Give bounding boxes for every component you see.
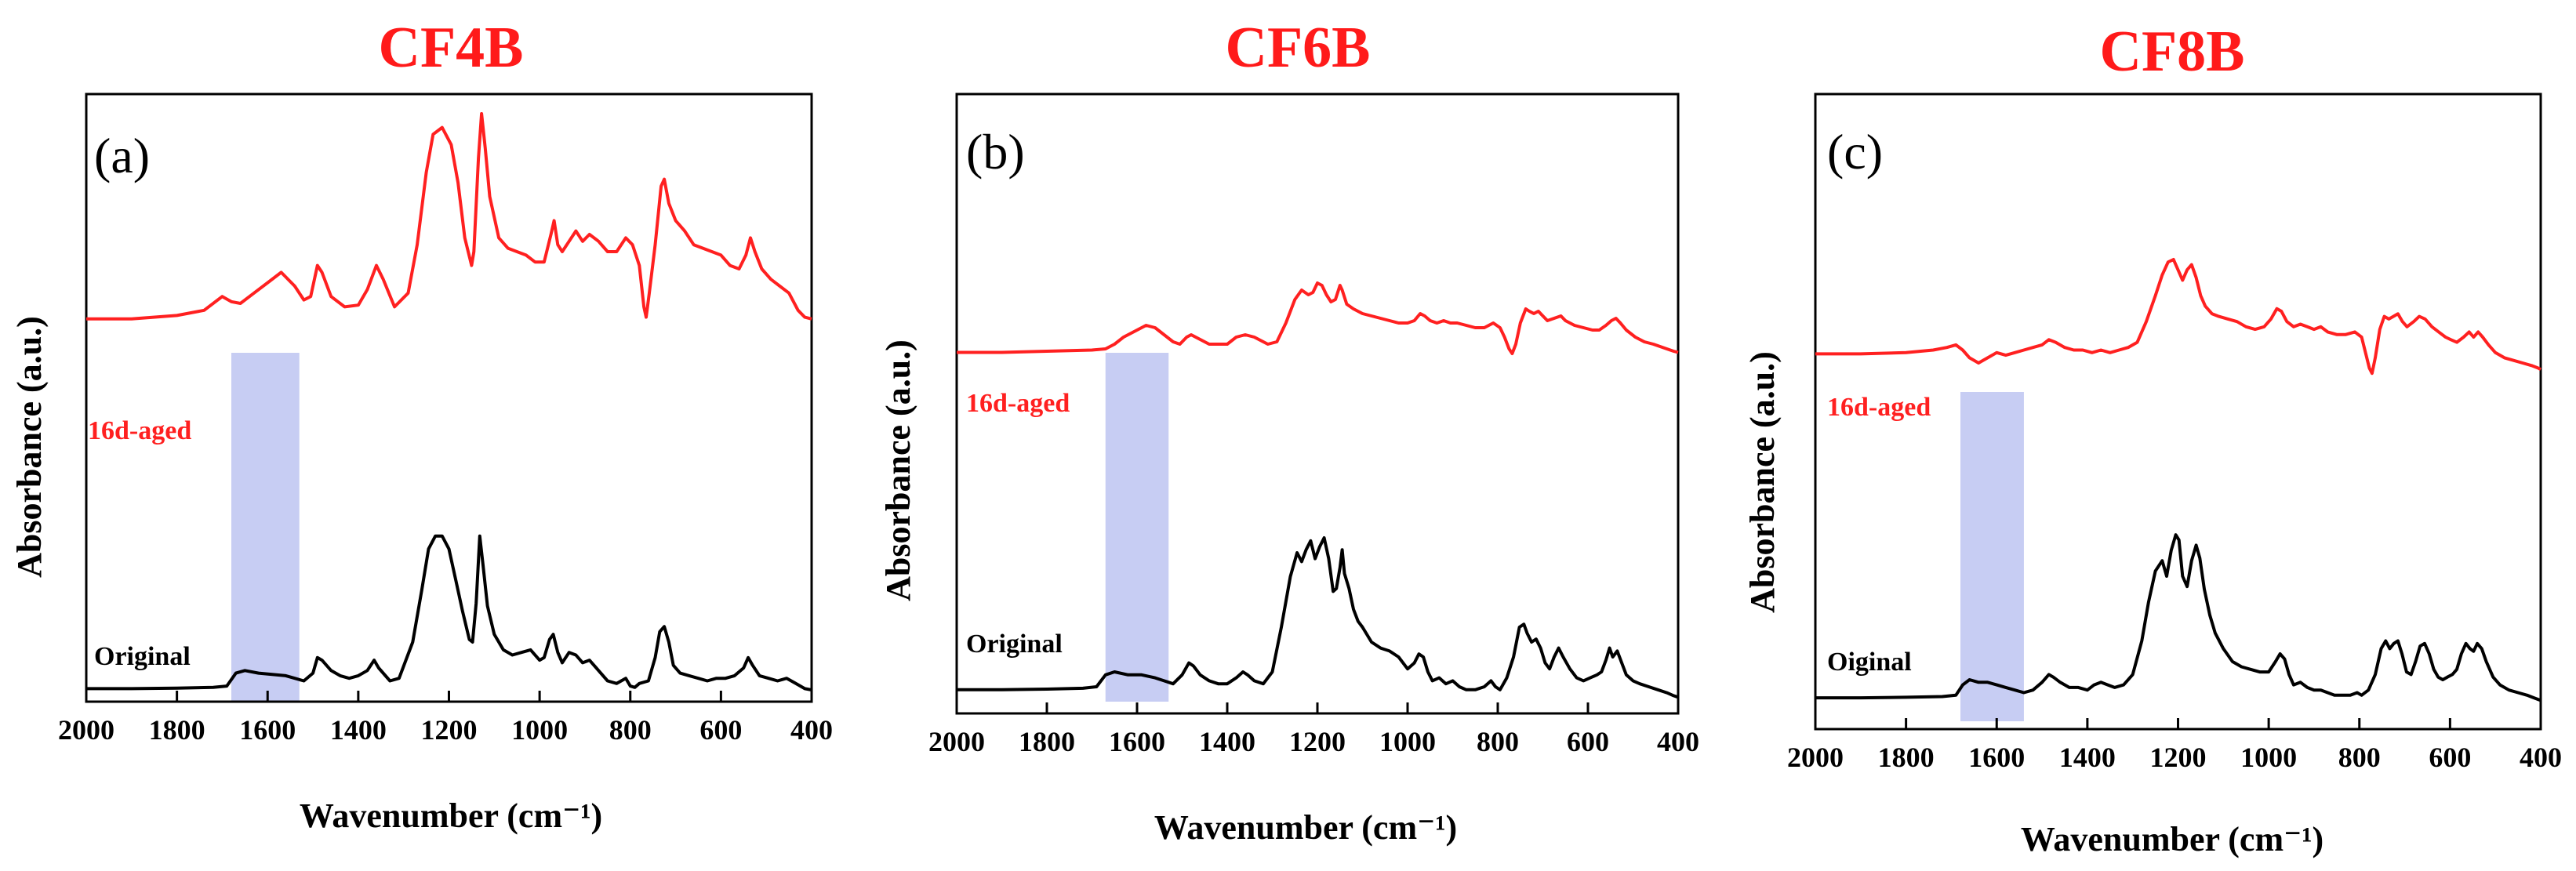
panel-c-x-tick-label: 1000 (2240, 742, 2297, 773)
panel-b-ylabel: Absorbance (a.u.) (879, 339, 917, 601)
panel-c-xlabel: Wavenumber (cm⁻¹) (2021, 820, 2323, 858)
panel-c-original-label: Oiginal (1827, 648, 1912, 677)
panel-c-x-tick-label: 400 (2520, 742, 2562, 773)
panel-a-x-tick-label: 400 (790, 714, 833, 746)
panel-a-x-tick-label: 2000 (58, 714, 114, 746)
panel-a-x-tick-label: 1600 (239, 714, 296, 746)
panel-a-ylabel: Absorbance (a.u.) (10, 316, 49, 578)
panel-c-x-tick-label: 600 (2429, 742, 2471, 773)
panel-b-highlight-band (1105, 353, 1169, 702)
panel-a-plot-frame (85, 93, 813, 703)
panel-a-original-line (86, 534, 812, 691)
panel-b-x-tick-label: 600 (1567, 726, 1609, 757)
panel-b-x-tick-label: 800 (1477, 726, 1519, 757)
panel-b-x-tick-label: 1600 (1109, 726, 1165, 757)
panel-c-x-tick-label: 1200 (2150, 742, 2207, 773)
panel-c-original-line (1815, 533, 2541, 702)
panel-b-x-tick-label: 1000 (1379, 726, 1436, 757)
panel-a-axes-box (85, 93, 813, 703)
panel-c-ylabel: Absorbance (a.u.) (1743, 351, 1782, 613)
panel-b-original-line (957, 536, 1679, 699)
panel-c-x-ticks: 2000 1800 1600 1400 1200 1000 800 600 400 (1787, 718, 2562, 773)
panel-a-x-tick-label: 1800 (149, 714, 205, 746)
panel-b-x-tick-label: 1400 (1199, 726, 1255, 757)
panel-b-title: CF6B (1226, 16, 1371, 80)
panel-a-highlight-band (231, 353, 300, 702)
panel-a-x-tick-label: 1200 (421, 714, 478, 746)
panel-b-x-ticks: 2000 1800 1600 1400 1200 1000 800 600 400 (928, 702, 1699, 757)
panel-b-letter: (b) (966, 124, 1025, 180)
panel-c-x-tick-label: 800 (2338, 742, 2381, 773)
panel-a-aged-line (86, 112, 812, 321)
panel-b-xlabel: Wavenumber (cm⁻¹) (1154, 808, 1457, 847)
panel-a-x-tick-label: 800 (609, 714, 652, 746)
panel-c-x-tick-label: 1400 (2059, 742, 2116, 773)
panel-c-x-tick-label: 2000 (1787, 742, 1844, 773)
panel-c-x-tick-label: 1800 (1878, 742, 1935, 773)
panel-c-highlight-band (1960, 392, 2024, 721)
panel-c-aged-label: 16d-aged (1827, 393, 1931, 422)
panel-b-aged-line (957, 281, 1679, 355)
panel-c-aged-line (1815, 258, 2542, 376)
panel-a-original-label: Original (94, 642, 191, 671)
panel-a-x-ticks: 2000 1800 1600 1400 1200 1000 800 600 400 (58, 691, 833, 746)
panel-a-letter: (a) (94, 128, 150, 183)
panel-b-original-label: Original (966, 630, 1063, 659)
panel-b-x-tick-label: 2000 (928, 726, 985, 757)
panel-c-title: CF8B (2100, 20, 2245, 84)
panel-a-x-tick-label: 600 (699, 714, 742, 746)
panel-c-x-tick-label: 1600 (1968, 742, 2025, 773)
panel-b: CF6B Absorbance (a.u.) Wavenumber (cm⁻¹)… (879, 16, 1699, 847)
panel-a: CF4B Absorbance (a.u.) Wavenumber (cm⁻¹)… (10, 16, 833, 835)
panel-c-letter: (c) (1827, 124, 1883, 180)
panel-c: CF8B Absorbance (a.u.) Wavenumber (cm⁻¹)… (1743, 20, 2562, 858)
panel-b-x-tick-label: 1800 (1019, 726, 1075, 757)
panel-a-x-tick-label: 1000 (511, 714, 568, 746)
panel-a-title: CF4B (379, 16, 524, 80)
panel-b-x-tick-label: 400 (1657, 726, 1699, 757)
panel-a-aged-label: 16d-aged (88, 416, 191, 445)
panel-b-x-tick-label: 1200 (1289, 726, 1346, 757)
panel-b-aged-label: 16d-aged (966, 389, 1070, 418)
panel-a-x-tick-label: 1400 (330, 714, 387, 746)
panel-a-xlabel: Wavenumber (cm⁻¹) (300, 797, 602, 835)
